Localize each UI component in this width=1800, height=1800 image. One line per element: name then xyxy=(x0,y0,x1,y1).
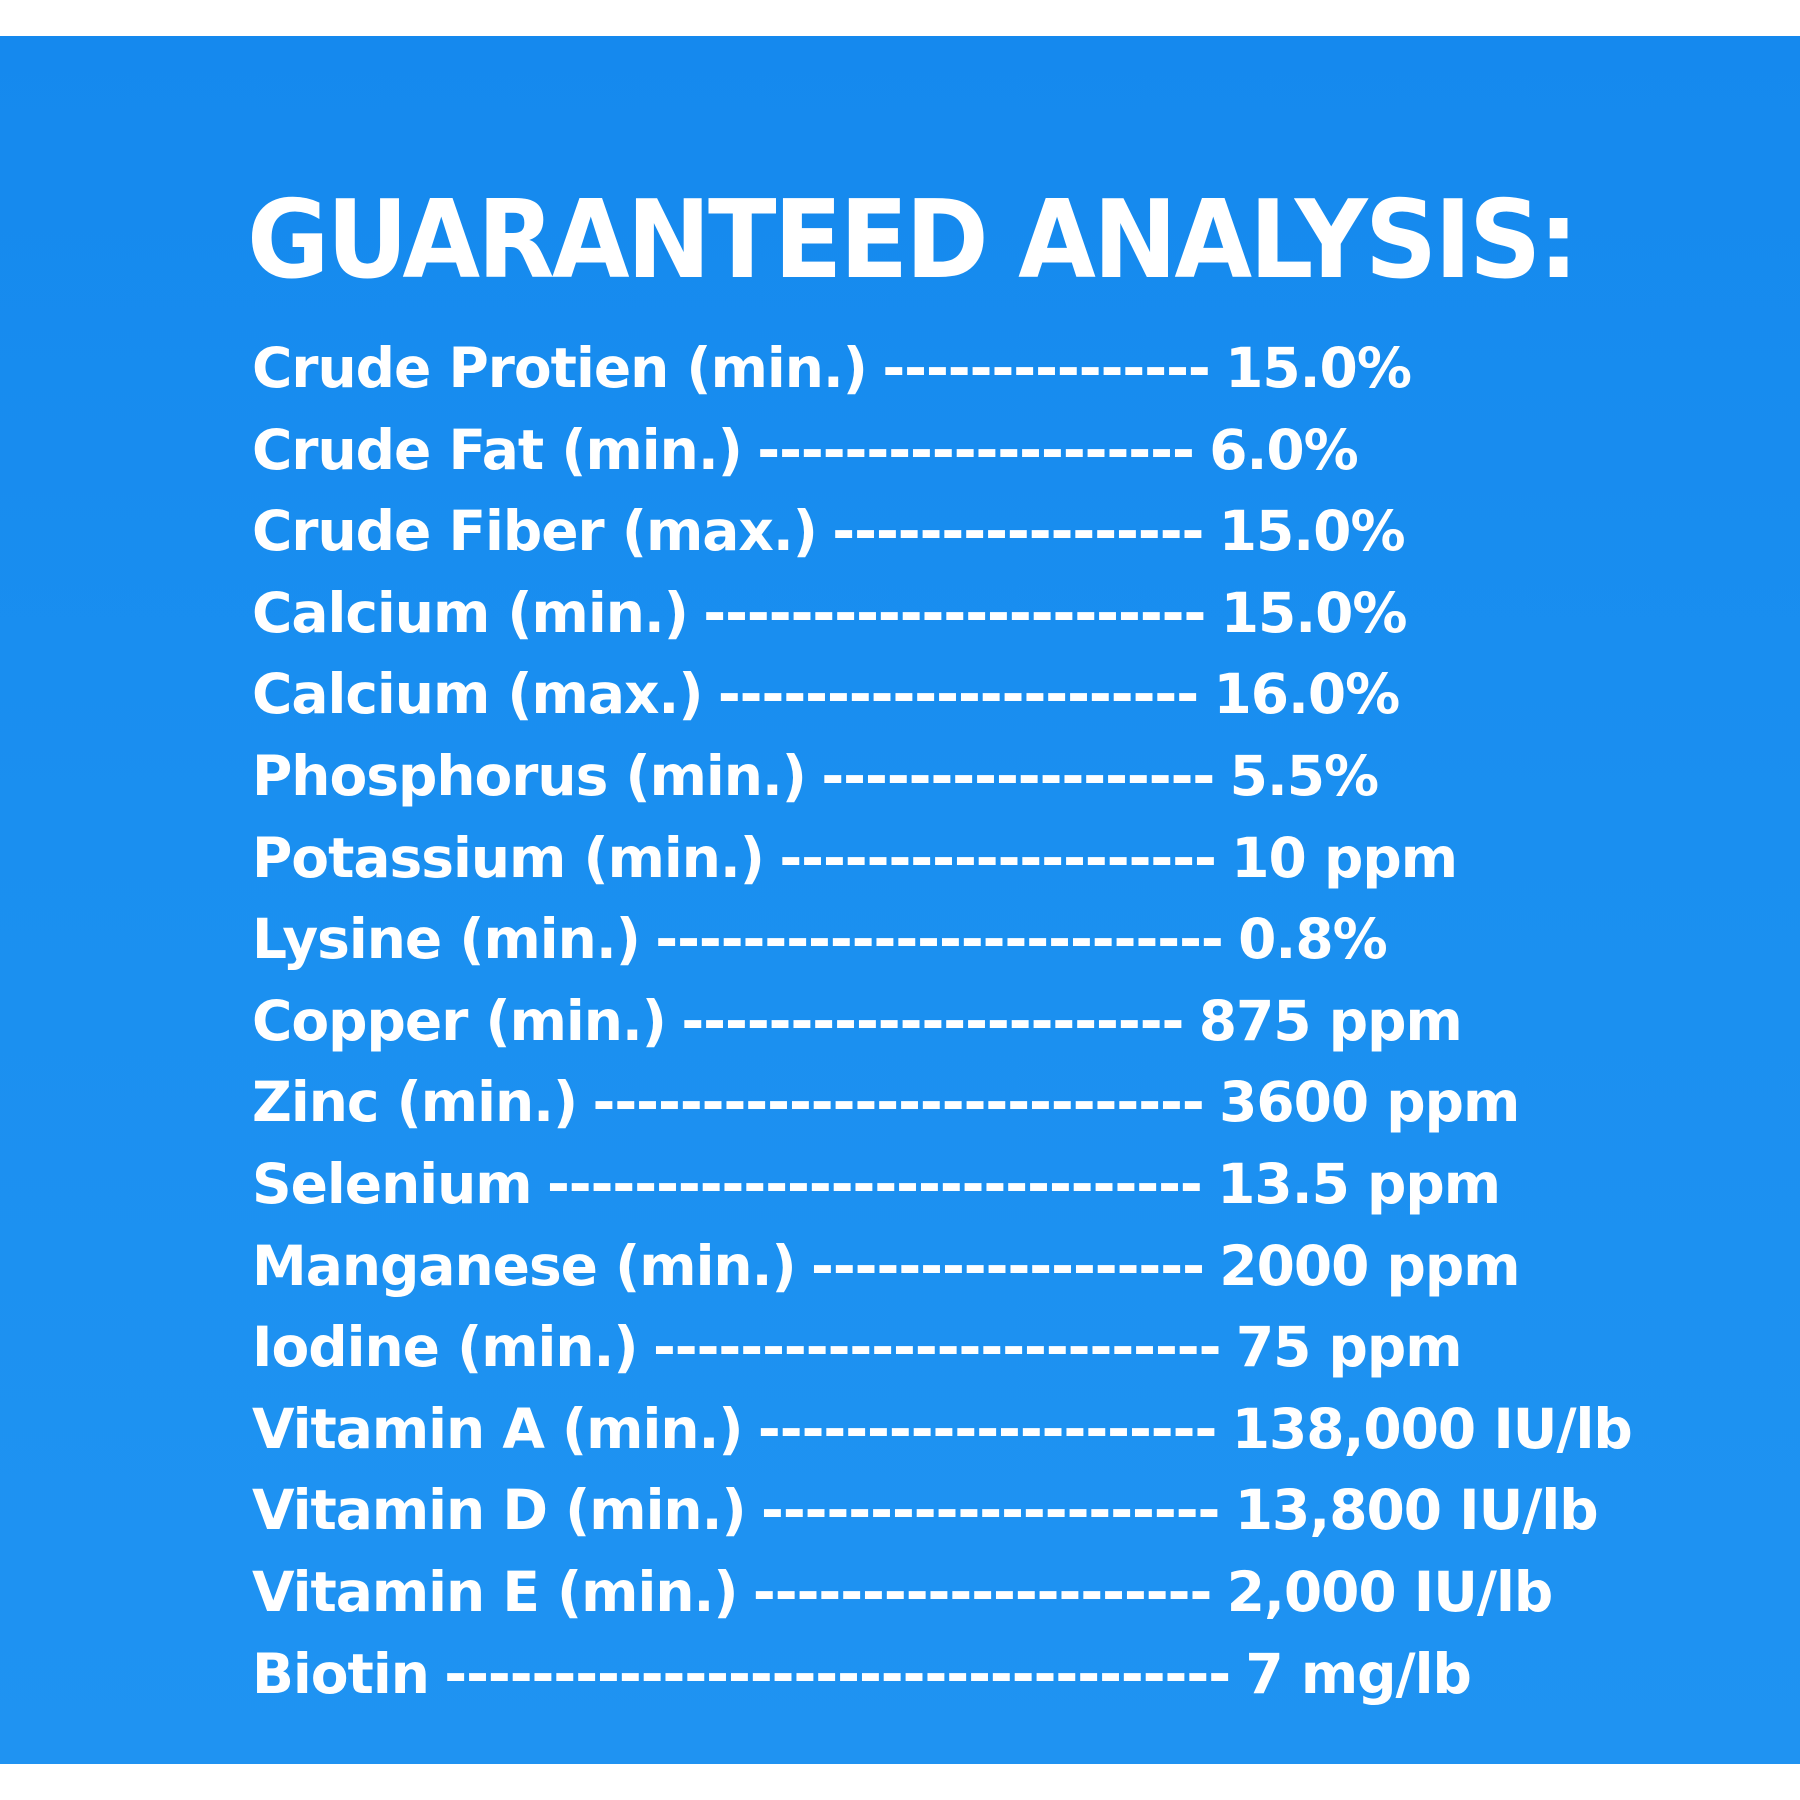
nutrient-label: Lysine (min.) xyxy=(252,907,641,972)
analysis-row-vitamin-a: Vitamin A (min.) --------------------- 138… xyxy=(252,1389,1633,1471)
nutrient-label: Vitamin D (min.) xyxy=(252,1478,747,1543)
leader-dashes: --------------- xyxy=(882,336,1210,400)
nutrient-label: Calcium (max.) xyxy=(252,662,703,727)
nutrient-value: 6.0% xyxy=(1209,417,1359,482)
analysis-row-crude-fat: Crude Fat (min.) -------------------- 6.0% xyxy=(252,410,1632,492)
nutrient-value: 10 ppm xyxy=(1231,825,1458,890)
analysis-row-potassium: Potassium (min.) -------------------- 10 p… xyxy=(252,818,1632,900)
leader-dashes: -------------------- xyxy=(757,417,1195,482)
analysis-row-iodine: Iodine (min.) -------------------------- 7… xyxy=(252,1307,1632,1389)
nutrient-value: 5.5% xyxy=(1229,743,1380,808)
nutrient-value: 15.0% xyxy=(1218,499,1406,564)
nutrient-label: Biotin xyxy=(252,1641,430,1706)
nutrient-label: Calcium (min.) xyxy=(252,580,689,645)
analysis-row-biotin: Biotin ----------------------------------… xyxy=(252,1634,1632,1716)
leader-dashes: -------------------------- xyxy=(655,907,1224,972)
nutrient-value: 138,000 IU/lb xyxy=(1231,1396,1633,1461)
nutrient-value: 0.8% xyxy=(1238,907,1388,972)
nutrient-label: Copper (min.) xyxy=(252,988,667,1053)
leader-dashes: ------------------------------------ xyxy=(444,1641,1231,1706)
nutrient-label: Iodine (min.) xyxy=(252,1315,639,1380)
nutrient-label: Crude Fat (min.) xyxy=(252,417,743,482)
nutrient-value: 75 ppm xyxy=(1235,1315,1463,1380)
leader-dashes: -------------------------- xyxy=(652,1315,1222,1380)
nutrient-label: Selenium xyxy=(252,1151,533,1216)
analysis-row-phosphorus: Phosphorus (min.) ------------------ 5.5% xyxy=(252,736,1632,818)
leader-dashes: --------------------- xyxy=(752,1559,1212,1624)
analysis-panel: GUARANTEED ANALYSIS: Crude Protien (min.… xyxy=(0,36,1800,1764)
analysis-row-crude-fiber: Crude Fiber (max.) ----------------- 15.0% xyxy=(252,491,1632,573)
analysis-row-vitamin-e: Vitamin E (min.) --------------------- 2,0… xyxy=(252,1552,1632,1634)
analysis-row-vitamin-d: Vitamin D (min.) --------------------- 13,… xyxy=(252,1470,1632,1552)
leader-dashes: ------------------ xyxy=(811,1233,1205,1298)
analysis-row-copper: Copper (min.) ----------------------- 875 … xyxy=(252,981,1632,1063)
nutrient-value: 16.0% xyxy=(1213,662,1400,727)
nutrient-label: Phosphorus (min.) xyxy=(252,743,807,808)
nutrient-value: 15.0% xyxy=(1220,580,1408,645)
nutrient-value: 7 mg/lb xyxy=(1245,1641,1471,1706)
analysis-row-manganese: Manganese (min.) ------------------ 2000 p… xyxy=(252,1226,1632,1308)
analysis-row-zinc: Zinc (min.) ---------------------------- 3… xyxy=(252,1062,1632,1144)
nutrient-label: Crude Protien (min.) xyxy=(252,336,868,400)
leader-dashes: ---------------------------- xyxy=(592,1070,1205,1135)
nutrient-value: 2000 ppm xyxy=(1219,1233,1520,1298)
nutrient-value: 13.5 ppm xyxy=(1217,1151,1501,1216)
nutrient-value: 13,800 IU/lb xyxy=(1234,1478,1599,1543)
analysis-row-calcium-min: Calcium (min.) ----------------------- 15.… xyxy=(252,573,1632,655)
leader-dashes: ------------------ xyxy=(821,743,1215,808)
leader-dashes: ----------------------- xyxy=(703,580,1206,645)
nutrient-value: 875 ppm xyxy=(1198,988,1463,1053)
analysis-row-selenium: Selenium ------------------------------ 13… xyxy=(252,1144,1632,1226)
leader-dashes: --------------------- xyxy=(757,1396,1217,1461)
nutrient-label: Vitamin E (min.) xyxy=(252,1559,739,1624)
leader-dashes: --------------------- xyxy=(761,1478,1220,1543)
nutrient-label: Vitamin A (min.) xyxy=(252,1396,744,1461)
leader-dashes: ----------------- xyxy=(832,499,1204,564)
nutrient-value: 3600 ppm xyxy=(1219,1070,1520,1135)
nutrient-label: Zinc (min.) xyxy=(252,1070,578,1135)
nutrient-value: 2,000 IU/lb xyxy=(1226,1559,1554,1624)
leader-dashes: -------------------- xyxy=(779,825,1217,890)
leader-dashes: ------------------------------ xyxy=(546,1151,1203,1216)
analysis-row-lysine: Lysine (min.) -------------------------- 0… xyxy=(252,899,1632,981)
page-title: GUARANTEED ANALYSIS: xyxy=(247,178,1579,303)
nutrient-label: Manganese (min.) xyxy=(252,1233,797,1298)
analysis-row-calcium-max: Calcium (max.) ---------------------- 16.0… xyxy=(252,654,1632,736)
leader-dashes: ----------------------- xyxy=(681,988,1184,1053)
analysis-row-crude-protein: Crude Protien (min.) --------------- 15.0% xyxy=(252,328,1632,410)
leader-dashes: ---------------------- xyxy=(717,662,1199,727)
nutrient-value: 15.0% xyxy=(1225,336,1412,400)
nutrient-label: Potassium (min.) xyxy=(252,825,765,890)
nutrient-label: Crude Fiber (max.) xyxy=(252,499,818,564)
analysis-list: Crude Protien (min.) --------------- 15.0%… xyxy=(252,328,1633,1716)
